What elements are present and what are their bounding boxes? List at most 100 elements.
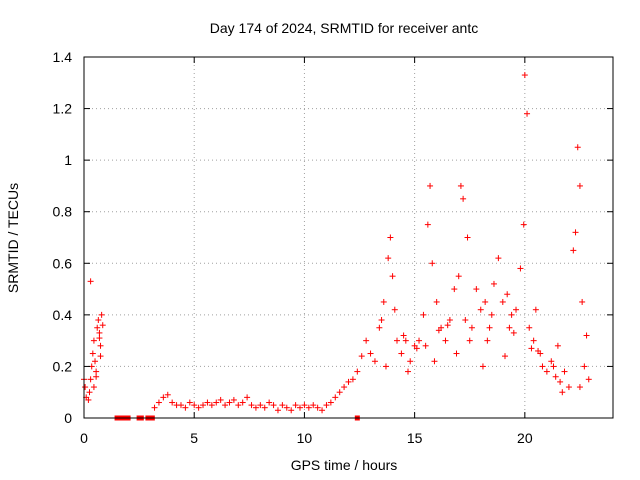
data-point	[151, 404, 158, 411]
data-point	[230, 396, 237, 403]
data-point	[405, 368, 412, 375]
data-point	[319, 407, 326, 414]
data-point	[446, 317, 453, 324]
data-point	[488, 311, 495, 318]
x-tick-label: 15	[407, 430, 423, 446]
data-point	[583, 332, 590, 339]
data-point	[99, 322, 106, 329]
data-point	[585, 376, 592, 383]
y-tick-label: 0.8	[53, 204, 73, 220]
data-point	[548, 358, 555, 365]
data-point	[517, 265, 524, 272]
data-point	[528, 345, 535, 352]
data-point	[451, 286, 458, 293]
data-point	[279, 402, 286, 409]
data-point	[310, 402, 317, 409]
data-point	[376, 324, 383, 331]
data-point	[468, 324, 475, 331]
chart-title: Day 174 of 2024, SRMTID for receiver ant…	[210, 20, 478, 36]
data-point	[292, 402, 299, 409]
y-tick-label: 0	[64, 410, 72, 426]
data-point	[402, 337, 409, 344]
data-point	[98, 311, 105, 318]
data-point	[466, 337, 473, 344]
data-point	[86, 389, 93, 396]
data-point	[550, 363, 557, 370]
data-point	[97, 342, 104, 349]
data-point	[570, 247, 577, 254]
data-point	[473, 286, 480, 293]
data-point	[391, 306, 398, 313]
plot-frame	[83, 56, 614, 419]
data-point	[501, 353, 508, 360]
data-point	[444, 322, 451, 329]
data-point	[239, 399, 246, 406]
data-point	[380, 298, 387, 305]
data-point	[371, 358, 378, 365]
y-tick-label: 0.6	[53, 255, 73, 271]
data-point	[222, 402, 229, 409]
data-point	[455, 273, 462, 280]
data-point	[336, 389, 343, 396]
data-point	[400, 332, 407, 339]
data-point	[93, 368, 100, 375]
data-point	[524, 110, 531, 117]
data-point	[85, 396, 92, 403]
data-point	[416, 337, 423, 344]
data-point	[358, 353, 365, 360]
data-point	[429, 260, 436, 267]
data-point	[486, 324, 493, 331]
data-point	[513, 306, 520, 313]
data-point	[510, 329, 517, 336]
data-point	[354, 368, 361, 375]
data-point	[464, 234, 471, 241]
data-point	[235, 402, 242, 409]
data-point	[407, 358, 414, 365]
data-point	[155, 399, 162, 406]
data-point	[301, 402, 308, 409]
data-point	[349, 376, 356, 383]
data-point	[87, 376, 94, 383]
y-tick-label: 1.2	[53, 101, 73, 117]
y-tick-label: 0.4	[53, 307, 73, 323]
data-point	[479, 363, 486, 370]
data-point	[526, 324, 533, 331]
data-point	[576, 182, 583, 189]
data-point	[204, 399, 211, 406]
data-point	[288, 407, 295, 414]
data-point	[266, 399, 273, 406]
data-point	[341, 384, 348, 391]
data-point	[89, 350, 96, 357]
data-point	[252, 404, 259, 411]
data-point	[453, 350, 460, 357]
data-point	[442, 337, 449, 344]
data-point	[557, 378, 564, 385]
data-point	[574, 144, 581, 151]
x-tick-label: 5	[190, 430, 198, 446]
data-point	[96, 335, 103, 342]
data-point	[164, 391, 171, 398]
data-point	[363, 337, 370, 344]
data-point	[508, 311, 515, 318]
gridlines	[84, 57, 613, 418]
data-point	[435, 327, 442, 334]
data-point	[499, 298, 506, 305]
data-point	[506, 324, 513, 331]
data-point	[283, 404, 290, 411]
data-point	[217, 396, 224, 403]
data-point	[96, 329, 103, 336]
data-point	[385, 255, 392, 262]
data-point	[581, 363, 588, 370]
data-points	[81, 72, 592, 421]
data-point	[378, 317, 385, 324]
data-point	[431, 358, 438, 365]
data-point	[460, 195, 467, 202]
data-point	[427, 182, 434, 189]
data-point	[520, 221, 527, 228]
data-point	[82, 384, 89, 391]
y-tick-label: 1	[64, 152, 72, 168]
data-point	[297, 404, 304, 411]
data-point	[182, 404, 189, 411]
data-point	[424, 221, 431, 228]
